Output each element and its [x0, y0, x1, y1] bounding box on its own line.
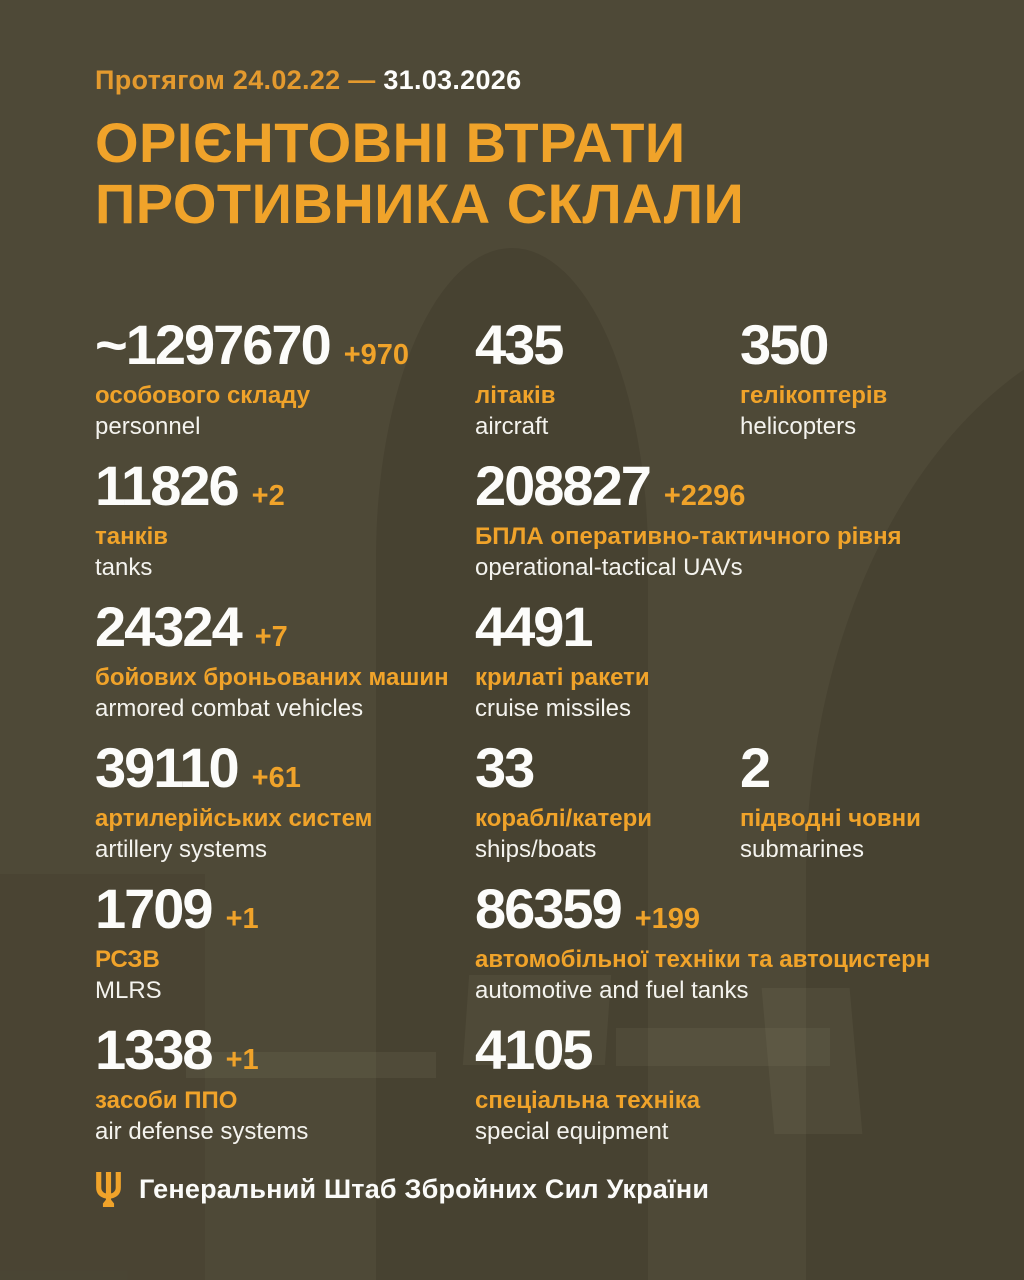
stat-label-ua: засоби ППО [95, 1086, 238, 1114]
stat-special-equipment: 4105 спеціальна техніка special equipmen… [475, 1017, 994, 1147]
stat-value: 11826 [95, 453, 240, 517]
stat-label-en: air defense systems [95, 1118, 309, 1146]
stat-value: 350 [740, 312, 829, 376]
tryzub-icon [96, 1171, 121, 1207]
stat-label-ua: літаків [475, 381, 556, 409]
stat-submarines: 2 підводні човни submarines [740, 735, 994, 865]
stat-label-ua: танків [95, 522, 169, 550]
period-prefix: Протягом 24.02.22 — [95, 65, 376, 95]
stat-label-en: special equipment [475, 1118, 669, 1146]
stat-delta: +1 [225, 902, 259, 935]
stat-label-en: aircraft [475, 413, 549, 441]
stat-label-ua: бойових броньованих машин [95, 663, 449, 691]
stat-label-en: armored combat vehicles [95, 695, 364, 723]
source-text: Генеральний Штаб Збройних Сил України [139, 1173, 710, 1204]
stat-value: 39110 [95, 735, 240, 799]
trident-watermark-light-patch [186, 1052, 436, 1078]
stat-delta: +2 [251, 479, 285, 512]
stat-artillery: 39110 +61 артилерійських систем artiller… [95, 735, 475, 865]
stat-value: ~1297670 [95, 312, 332, 376]
stat-automotive: 86359 +199 автомобільної техніки та авто… [475, 876, 994, 1006]
stat-label-ua: РСЗВ [95, 945, 160, 973]
stat-delta: +2296 [663, 479, 746, 512]
stat-value: 2 [740, 735, 771, 799]
stat-label-ua: спеціальна техніка [475, 1086, 701, 1114]
stat-delta: +199 [634, 902, 701, 935]
stat-helicopters: 350 гелікоптерів helicopters [740, 312, 994, 442]
stat-delta: +970 [343, 338, 410, 371]
stat-label-en: submarines [740, 836, 865, 864]
stat-label-en: tanks [95, 554, 153, 582]
stats-grid: ~1297670 +970 особового складу personnel… [95, 312, 994, 1163]
stat-label-en: automotive and fuel tanks [475, 977, 749, 1005]
stat-label-en: cruise missiles [475, 695, 632, 723]
stat-label-en: operational-tactical UAVs [475, 554, 743, 582]
page-title-line1: Орієнтовні втрати [95, 110, 686, 174]
stat-label-en: MLRS [95, 977, 162, 1005]
stat-delta: +1 [225, 1043, 259, 1076]
stat-cruise-missiles: 4491 крилаті ракети cruise missiles [475, 594, 994, 724]
stat-value: 435 [475, 312, 564, 376]
stat-label-ua: підводні човни [740, 804, 921, 832]
trident-watermark-light-patch [616, 1028, 830, 1066]
stat-armored-vehicles: 24324 +7 бойових броньованих машин armor… [95, 594, 475, 724]
stat-value: 1338 [95, 1017, 214, 1081]
stat-mlrs: 1709 +1 РСЗВ MLRS [95, 876, 475, 1006]
stat-label-en: personnel [95, 413, 201, 441]
period-date: 31.03.2026 [383, 65, 522, 95]
stat-label-ua: автомобільної техніки та автоцистерн [475, 945, 931, 973]
stat-label-en: ships/boats [475, 836, 597, 864]
stat-label-en: helicopters [740, 413, 857, 441]
stat-value: 33 [475, 735, 535, 799]
stat-personnel: ~1297670 +970 особового складу personnel [95, 312, 475, 442]
trident-watermark-left-shade [0, 874, 205, 1280]
source-line: Генеральний Штаб Збройних Сил України [95, 1171, 994, 1207]
stat-tanks: 11826 +2 танків tanks [95, 453, 475, 583]
stat-aircraft: 435 літаків aircraft [475, 312, 740, 442]
stat-value: 86359 [475, 876, 623, 940]
content: Протягом 24.02.22 — 31.03.2026 Орієнтовн… [95, 65, 994, 1207]
stat-value: 4491 [475, 594, 594, 658]
stat-value: 208827 [475, 453, 652, 517]
stat-label-en: artillery systems [95, 836, 268, 864]
stat-air-defense: 1338 +1 засоби ППО air defense systems [95, 1017, 475, 1147]
stat-ships: 33 кораблі/катери ships/boats [475, 735, 740, 865]
stat-label-ua: гелікоптерів [740, 381, 888, 409]
period-line: Протягом 24.02.22 — 31.03.2026 [95, 65, 994, 96]
stat-delta: +61 [251, 761, 301, 794]
stat-label-ua: артилерійських систем [95, 804, 373, 832]
stat-value: 1709 [95, 876, 214, 940]
page-title-line2: противника склали [95, 172, 745, 236]
trident-watermark-center-tine [376, 248, 648, 1280]
stat-label-ua: кораблі/катери [475, 804, 653, 832]
stat-label-ua: особового складу [95, 381, 311, 409]
stat-value: 24324 [95, 594, 243, 658]
stat-value: 4105 [475, 1017, 594, 1081]
stat-uavs: 208827 +2296 БПЛА оперативно-тактичного … [475, 453, 994, 583]
stat-label-ua: БПЛА оперативно-тактичного рівня [475, 522, 902, 550]
stat-label-ua: крилаті ракети [475, 663, 650, 691]
page-title: Орієнтовні втрати противника склали [95, 112, 994, 235]
stat-delta: +7 [254, 620, 288, 653]
